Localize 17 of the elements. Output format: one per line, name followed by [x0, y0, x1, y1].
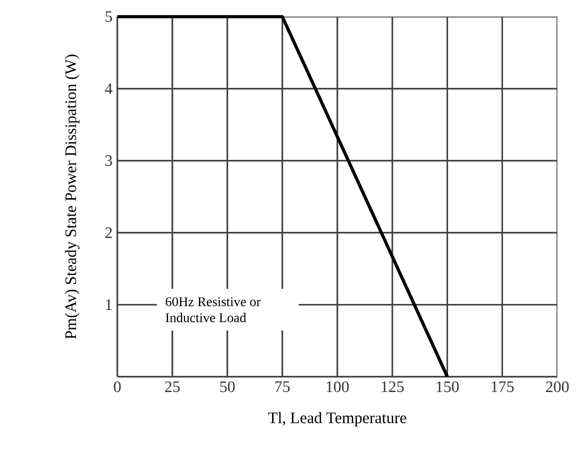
y-tick-label: 1 — [106, 299, 112, 310]
y-tick-label: 5 — [106, 11, 112, 22]
y-tick-label: 2 — [105, 227, 112, 238]
y-tick-label: 3 — [105, 155, 112, 166]
x-tick-label: 25 — [165, 381, 180, 392]
x-tick-label: 150 — [436, 381, 459, 392]
x-tick-label: 100 — [326, 381, 349, 392]
x-tick-label: 125 — [382, 381, 404, 392]
y-tick-label: 4 — [104, 83, 112, 94]
x-tick-label: 0 — [114, 381, 121, 392]
x-tick-label: 50 — [220, 381, 235, 392]
x-tick-label: 200 — [546, 381, 569, 392]
y-axis-title: Pm(Av) Steady State Power Dissipation (W) — [64, 54, 80, 339]
x-tick-label: 175 — [492, 381, 514, 392]
x-axis-title: Tl, Lead Temperature — [268, 412, 406, 426]
annotation: 60Hz Resistive or Inductive Load — [166, 297, 261, 322]
x-tick-label: 75 — [275, 381, 290, 392]
